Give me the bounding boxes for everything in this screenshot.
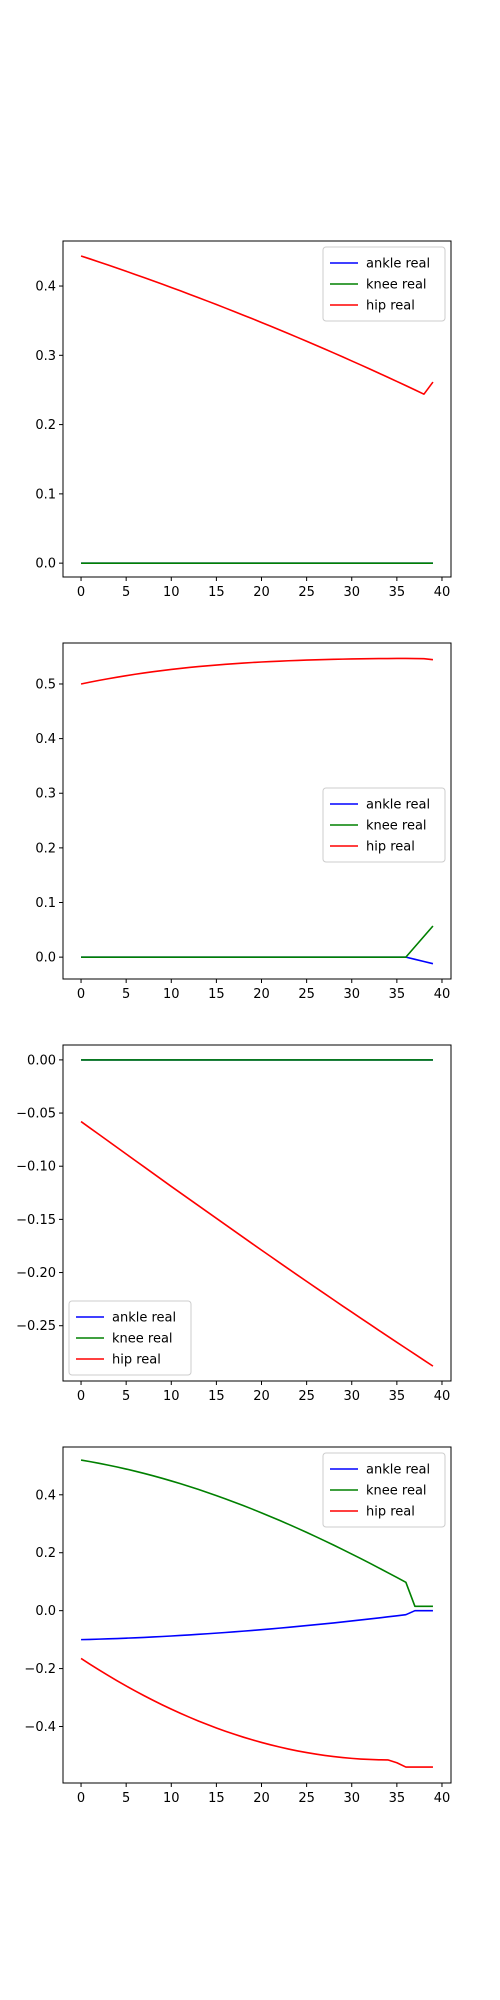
y-tick-label: 0.1 [35,896,56,911]
legend-box [322,1452,446,1528]
x-tick-label: 20 [253,987,270,1002]
axes-frame [62,1446,452,1784]
legend-label: hip real [366,840,415,855]
series-line-knee-real [81,925,434,958]
x-tick-label: 5 [122,1791,130,1806]
x-tick-label: 20 [253,1791,270,1806]
series-line-knee-real [80,1459,433,1608]
series-line-ankle-real [81,1609,433,1641]
x-tick-label: 10 [163,585,180,600]
legend: ankle real knee real hip real [322,246,446,322]
x-tick-label: 35 [389,1791,406,1806]
x-tick-label: 30 [343,1791,360,1806]
x-tick-label: 25 [298,585,315,600]
y-tick-label: 0.1 [35,487,56,502]
x-tick-label: 15 [208,1389,225,1404]
chart-4: 0 5 10 15 20 25 30 35 40 0.4 0.2 0.0 −0.2 −0.4 ankle r… [24,1446,452,1806]
legend-label: hip real [366,1505,415,1520]
legend-label: knee real [366,819,427,834]
series-line-ankle-real [81,956,434,965]
y-tick-label: 0.0 [35,1604,56,1619]
series-line-hip-real [80,1657,433,1768]
legend-box [322,246,446,322]
x-tick-label: 15 [208,1791,225,1806]
y-tick-label: 0.5 [35,677,56,692]
chart-2: 0 5 10 15 20 25 30 35 40 0.0 0.1 0.2 0.3 0.4 0.5 ankle … [35,642,452,1002]
y-tick-label: 0.2 [35,1546,56,1561]
x-tick-label: 30 [343,1389,360,1404]
legend-label: ankle real [112,1311,176,1326]
axes-frame [62,642,452,980]
x-tick-label: 15 [208,987,225,1002]
x-tick-label: 0 [77,585,85,600]
x-tick-label: 0 [77,1389,85,1404]
y-tick-label: 0.4 [35,732,56,747]
y-tick-label: −0.20 [16,1266,56,1281]
x-tick-label: 10 [163,1389,180,1404]
y-tick-label: 0.2 [35,841,56,856]
legend-label: ankle real [366,798,430,813]
y-tick-label: −0.4 [24,1720,56,1735]
legend: ankle real knee real hip real [322,787,446,863]
x-tick-label: 30 [343,585,360,600]
x-tick-label: 15 [208,585,225,600]
x-tick-label: 35 [389,1389,406,1404]
legend: ankle real knee real hip real [322,1452,446,1528]
series-line-hip-real [80,1120,434,1367]
series-line-hip-real [80,657,434,685]
x-tick-label: 5 [122,987,130,1002]
x-tick-label: 25 [298,987,315,1002]
y-tick-label: 0.0 [35,951,56,966]
x-tick-label: 30 [343,987,360,1002]
series-line-hip-real [80,255,434,395]
y-tick-label: −0.10 [16,1160,56,1175]
axes-frame [62,240,452,578]
y-tick-label: 0.00 [27,1053,56,1068]
y-tick-label: −0.15 [16,1213,56,1228]
x-tick-label: 25 [298,1791,315,1806]
x-tick-label: 10 [163,987,180,1002]
legend-label: hip real [112,1353,161,1368]
legend-label: knee real [366,278,427,293]
x-tick-label: 25 [298,1389,315,1404]
y-tick-label: −0.2 [24,1662,56,1677]
x-tick-label: 0 [77,1791,85,1806]
x-tick-label: 0 [77,987,85,1002]
axes-frame [62,1044,452,1382]
x-tick-label: 40 [434,987,451,1002]
y-tick-label: −0.05 [16,1107,56,1122]
y-tick-label: 0.3 [35,349,56,364]
x-tick-label: 40 [434,1791,451,1806]
legend-box [68,1300,192,1376]
legend-label: knee real [112,1332,173,1347]
x-tick-label: 35 [389,585,406,600]
legend-box [322,787,446,863]
legend-label: knee real [366,1484,427,1499]
y-tick-label: 0.0 [35,557,56,572]
chart-1: 0 5 10 15 20 25 30 35 40 0.0 0.1 0.2 0.3 0.4 ankle rea… [35,240,452,600]
x-tick-label: 20 [253,585,270,600]
x-tick-label: 10 [163,1791,180,1806]
x-tick-label: 5 [122,1389,130,1404]
legend-label: ankle real [366,257,430,272]
x-tick-label: 35 [389,987,406,1002]
legend-label: ankle real [366,1463,430,1478]
y-tick-label: 0.3 [35,787,56,802]
x-tick-label: 40 [434,585,451,600]
y-tick-label: 0.4 [35,280,56,295]
legend-label: hip real [366,299,415,314]
y-tick-label: 0.2 [35,418,56,433]
legend: ankle real knee real hip real [68,1300,192,1376]
y-tick-label: −0.25 [16,1319,56,1334]
x-tick-label: 40 [434,1389,451,1404]
x-tick-label: 20 [253,1389,270,1404]
y-tick-label: 0.4 [35,1488,56,1503]
chart-3: 0 5 10 15 20 25 30 35 40 0.00 −0.05 −0.10 −0.15 −0.20… [16,1044,452,1404]
x-tick-label: 5 [122,585,130,600]
